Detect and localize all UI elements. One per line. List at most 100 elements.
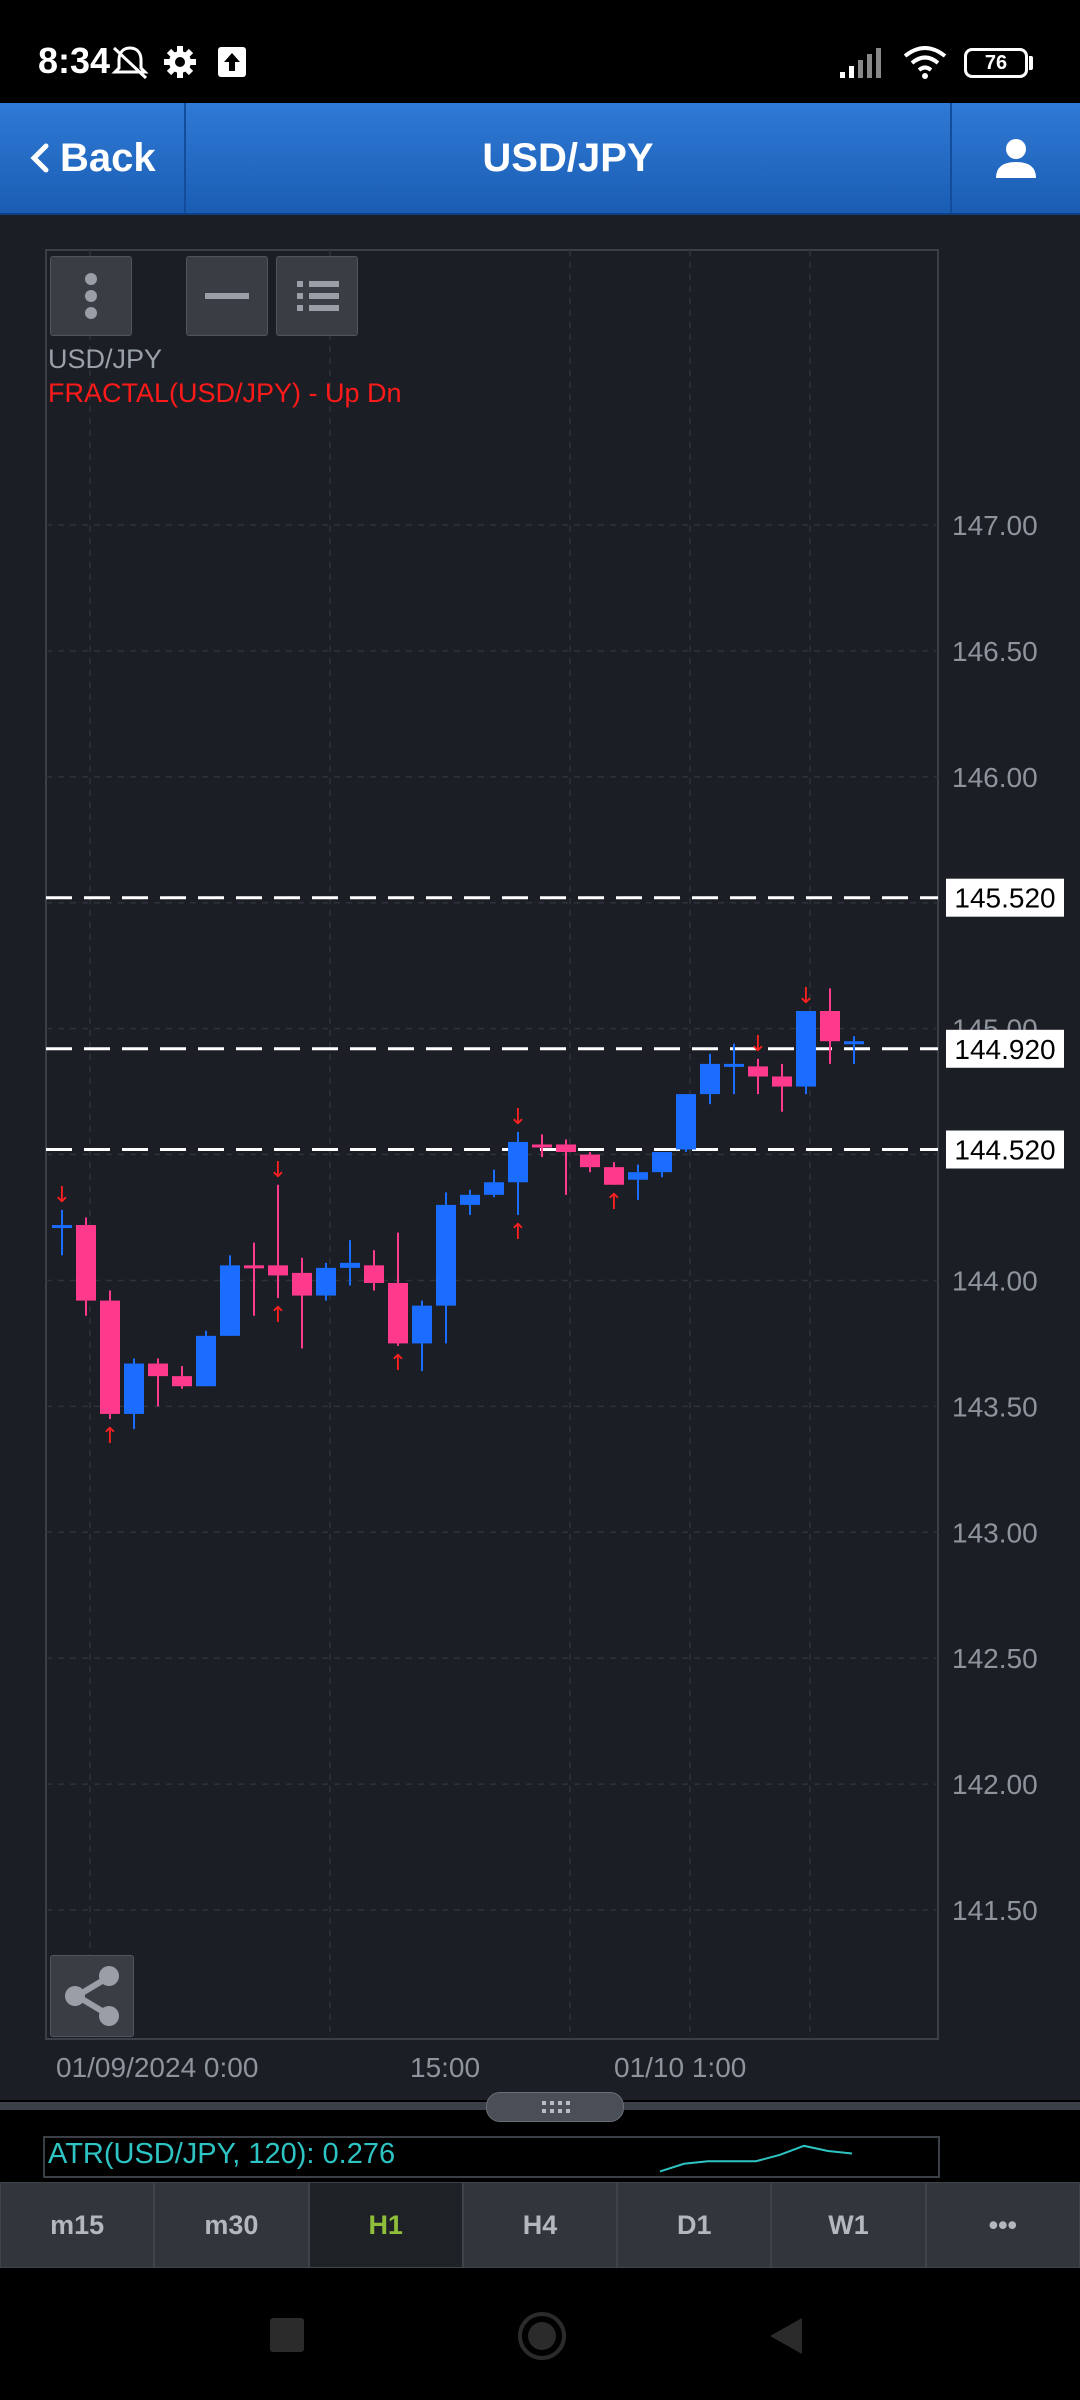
price-lines <box>46 896 938 1152</box>
candle-body <box>268 1265 288 1276</box>
candle-body <box>604 1167 624 1185</box>
y-tick-label: 143.50 <box>952 1391 1038 1422</box>
vertical-dots-icon <box>85 273 97 319</box>
candle-body <box>124 1363 144 1414</box>
y-tick-label: 146.50 <box>952 636 1038 667</box>
back-button[interactable]: Back <box>0 103 186 213</box>
candle-body <box>772 1076 792 1087</box>
grip-icon <box>542 2101 570 2113</box>
user-button[interactable] <box>950 103 1080 213</box>
tab-D1[interactable]: D1 <box>617 2182 772 2268</box>
signal-icon <box>840 48 881 78</box>
candle-body <box>532 1144 552 1148</box>
candles <box>52 988 864 1430</box>
fractal-up-arrow: ↑ <box>605 1190 623 1215</box>
candle-body <box>52 1225 72 1229</box>
bell-off-icon <box>111 46 149 80</box>
status-bar: 8:34 76 <box>0 0 1080 103</box>
plot-border <box>45 249 939 2040</box>
fractal-down-arrow: ↓ <box>269 1158 287 1183</box>
menu-button[interactable] <box>50 256 132 336</box>
candle-body <box>340 1262 360 1268</box>
y-tick-label: 141.50 <box>952 1895 1038 1926</box>
list-button[interactable] <box>276 256 358 336</box>
atr-line <box>659 2144 853 2173</box>
candle-body <box>484 1182 504 1195</box>
battery-icon: 76 <box>964 48 1028 78</box>
wifi-icon <box>903 46 947 79</box>
y-tick-label: 142.50 <box>952 1643 1038 1674</box>
status-time: 8:34 <box>38 40 111 81</box>
candle-body <box>148 1363 168 1377</box>
candle-body <box>412 1305 432 1344</box>
atr-label: ATR(USD/JPY, 120): 0.276 <box>48 2138 396 2170</box>
chart-area[interactable] <box>0 215 1080 2100</box>
candle-body <box>700 1063 720 1095</box>
y-tick-label: 143.00 <box>952 1517 1038 1548</box>
person-icon <box>996 139 1036 178</box>
fractal-up-arrow: ↑ <box>389 1351 407 1376</box>
horizontal-line-tool-button[interactable] <box>186 256 268 336</box>
y-tick-label: 146.00 <box>952 762 1038 793</box>
x-tick-label: 01/09/2024 0:00 <box>56 2052 258 2083</box>
battery-level: 76 <box>984 52 1008 74</box>
share-button[interactable] <box>50 1955 134 2037</box>
fractal-down-arrow: ↓ <box>509 1105 527 1130</box>
candle-body <box>172 1376 192 1387</box>
indicator-label: FRACTAL(USD/JPY) - Up Dn <box>48 378 402 408</box>
system-nav-bar <box>0 2268 1080 2400</box>
candle-body <box>316 1267 336 1296</box>
candle-body <box>724 1063 744 1067</box>
recents-button[interactable] <box>270 2318 304 2352</box>
candle-body <box>196 1335 216 1387</box>
upload-icon <box>218 47 246 77</box>
price-line-label: 144.920 <box>954 1034 1055 1065</box>
candle-body <box>556 1144 576 1153</box>
timeframe-tabs: m15 m30 H1 H4 D1 W1 ••• <box>0 2182 1080 2268</box>
gear-icon <box>164 46 196 78</box>
home-button[interactable] <box>518 2312 566 2360</box>
fractal-up-arrow: ↑ <box>269 1303 287 1328</box>
candlestick-chart[interactable]: ↑↑↑↑↑↓↓↓↓↓ 147.00146.50146.00145.50145.0… <box>0 215 1080 2100</box>
candle-body <box>244 1265 264 1269</box>
price-line-label: 145.520 <box>954 883 1055 914</box>
fractal-markers: ↑ ↑ ↑ ↑ ↑ ↓ ↓ ↓ ↓ ↓ <box>53 984 815 1449</box>
tab-W1[interactable]: W1 <box>771 2182 926 2268</box>
chart-symbol-label: USD/JPY <box>48 344 163 374</box>
fractal-up-arrow: ↑ <box>509 1220 527 1245</box>
fractal-up-arrow: ↑ <box>101 1424 119 1449</box>
candle-body <box>388 1282 408 1344</box>
page-title: USD/JPY <box>482 136 654 180</box>
candle-body <box>220 1265 240 1336</box>
candle-body <box>100 1300 120 1414</box>
y-tick-label: 142.00 <box>952 1769 1038 1800</box>
chevron-left-icon <box>30 143 49 173</box>
candle-body <box>580 1154 600 1168</box>
candle-body <box>652 1152 672 1173</box>
candle-body <box>796 1011 816 1087</box>
tab-more[interactable]: ••• <box>925 2182 1080 2268</box>
tab-H4[interactable]: H4 <box>462 2182 618 2268</box>
minus-icon <box>205 293 249 299</box>
candle-body <box>508 1141 528 1183</box>
panel-resize-handle[interactable] <box>486 2092 624 2122</box>
tab-m30[interactable]: m30 <box>154 2182 309 2268</box>
candle-body <box>364 1265 384 1283</box>
battery-tip <box>1029 56 1033 70</box>
fractal-down-arrow: ↓ <box>797 984 815 1009</box>
candle-body <box>748 1066 768 1077</box>
candle-body <box>76 1225 96 1301</box>
price-line-label-box <box>946 1029 1064 1068</box>
share-icon <box>65 1966 119 2026</box>
price-line-label-box <box>946 1130 1064 1169</box>
back-nav-button[interactable] <box>768 2316 804 2356</box>
chart-grid <box>45 249 939 2040</box>
tab-m15[interactable]: m15 <box>0 2182 155 2268</box>
candle-body <box>820 1011 840 1042</box>
candle-body <box>292 1272 312 1296</box>
tab-H1[interactable]: H1 <box>308 2182 463 2268</box>
candle-body <box>460 1194 480 1205</box>
fractal-down-arrow: ↓ <box>53 1183 71 1208</box>
list-icon <box>297 281 339 311</box>
y-tick-label: 147.00 <box>952 510 1038 541</box>
